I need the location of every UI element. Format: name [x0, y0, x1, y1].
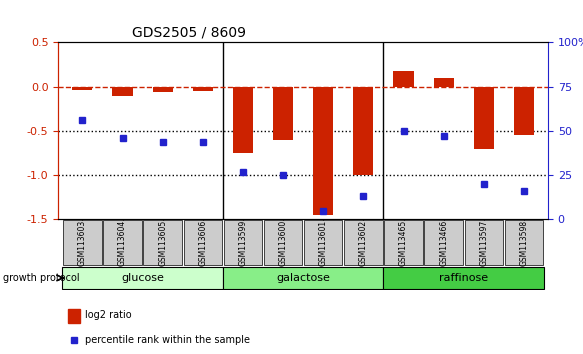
Text: GSM113600: GSM113600	[279, 219, 287, 266]
FancyBboxPatch shape	[505, 221, 543, 264]
FancyBboxPatch shape	[224, 221, 262, 264]
FancyBboxPatch shape	[62, 267, 223, 289]
Text: raffinose: raffinose	[439, 273, 489, 283]
FancyBboxPatch shape	[63, 221, 101, 264]
Text: percentile rank within the sample: percentile rank within the sample	[85, 335, 250, 345]
Bar	[72, 87, 93, 90]
Bar	[153, 87, 173, 92]
Text: GSM113466: GSM113466	[439, 219, 448, 266]
Bar	[193, 87, 213, 91]
Text: GSM113606: GSM113606	[198, 219, 208, 266]
Bar	[474, 87, 494, 149]
Text: GSM113601: GSM113601	[319, 219, 328, 266]
Text: galactose: galactose	[276, 273, 330, 283]
Bar	[68, 309, 80, 323]
Text: GSM113605: GSM113605	[158, 219, 167, 266]
Text: GDS2505 / 8609: GDS2505 / 8609	[132, 26, 246, 40]
Text: GSM113604: GSM113604	[118, 219, 127, 266]
FancyBboxPatch shape	[384, 221, 423, 264]
Bar	[514, 87, 534, 136]
Bar	[273, 87, 293, 140]
Bar	[353, 87, 373, 175]
Text: GSM113598: GSM113598	[519, 219, 528, 266]
FancyBboxPatch shape	[223, 267, 384, 289]
FancyBboxPatch shape	[384, 267, 544, 289]
Text: log2 ratio: log2 ratio	[85, 310, 132, 320]
FancyBboxPatch shape	[143, 221, 182, 264]
Text: glucose: glucose	[121, 273, 164, 283]
Text: GSM113602: GSM113602	[359, 219, 368, 266]
Bar	[394, 71, 413, 87]
FancyBboxPatch shape	[184, 221, 222, 264]
Bar	[113, 87, 132, 96]
FancyBboxPatch shape	[424, 221, 463, 264]
Bar	[313, 87, 333, 215]
FancyBboxPatch shape	[344, 221, 382, 264]
Text: GSM113465: GSM113465	[399, 219, 408, 266]
FancyBboxPatch shape	[304, 221, 342, 264]
FancyBboxPatch shape	[103, 221, 142, 264]
Text: growth protocol: growth protocol	[3, 273, 79, 283]
FancyBboxPatch shape	[264, 221, 303, 264]
Text: GSM113603: GSM113603	[78, 219, 87, 266]
FancyBboxPatch shape	[465, 221, 503, 264]
Text: GSM113597: GSM113597	[479, 219, 489, 266]
Bar	[233, 87, 253, 153]
Text: GSM113599: GSM113599	[238, 219, 247, 266]
Bar	[434, 78, 454, 87]
